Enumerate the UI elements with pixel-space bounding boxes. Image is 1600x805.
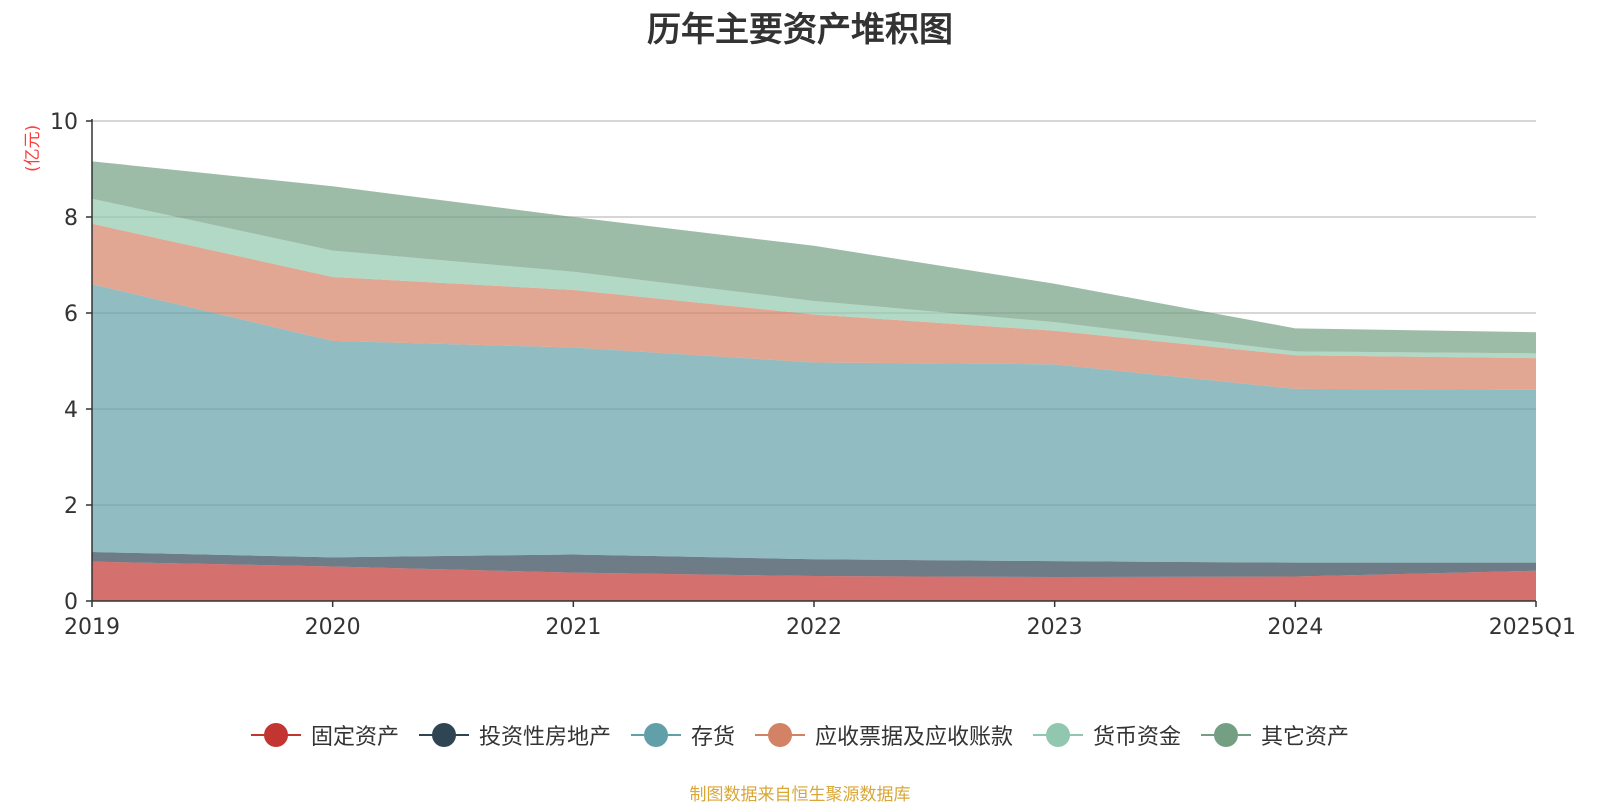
y-axis-unit-label: (亿元) xyxy=(23,124,43,172)
x-tick-label: 2019 xyxy=(64,615,120,640)
legend-item[interactable]: 其它资产 xyxy=(1201,719,1349,751)
y-tick-label: 0 xyxy=(64,590,78,615)
legend-swatch xyxy=(250,722,301,748)
area-layer xyxy=(92,161,1536,601)
x-tick-label: 2025Q1 xyxy=(1489,615,1576,640)
area-series-5 xyxy=(92,198,1536,359)
y-tick-label: 8 xyxy=(64,206,78,231)
legend-item[interactable]: 投资性房地产 xyxy=(418,719,611,751)
legend-swatch xyxy=(1201,722,1252,748)
area-series-1 xyxy=(92,561,1536,601)
legend-marker xyxy=(1214,723,1239,747)
area-series-6 xyxy=(92,161,1536,354)
legend-swatch xyxy=(755,722,805,748)
legend-label: 应收票据及应收账款 xyxy=(815,725,1014,750)
x-tick-label: 2023 xyxy=(1027,615,1083,640)
legend-marker xyxy=(1046,723,1071,747)
x-tick-label: 2024 xyxy=(1267,615,1323,640)
legend-label: 投资性房地产 xyxy=(478,725,611,750)
legend-item[interactable]: 存货 xyxy=(630,719,735,751)
area-series-3 xyxy=(92,284,1536,563)
legend-marker xyxy=(263,723,288,747)
y-tick-label: 2 xyxy=(64,494,78,519)
data-source-note: 制图数据来自恒生聚源数据库 xyxy=(689,785,911,805)
legend-swatch xyxy=(1033,722,1084,748)
legend-label: 货币资金 xyxy=(1093,725,1182,750)
legend-label: 固定资产 xyxy=(310,725,399,750)
axes: 0 2 4 6 8 10 2019 2020 2021 2022 2023 2024 2025Q1 xyxy=(50,110,1576,640)
y-tick-label: 6 xyxy=(64,302,78,327)
x-tick-label: 2020 xyxy=(305,615,361,640)
y-tick-label: 4 xyxy=(64,398,78,423)
chart-title: 历年主要资产堆积图 xyxy=(647,10,953,50)
x-tick-label: 2022 xyxy=(786,615,842,640)
legend-marker xyxy=(643,723,668,747)
legend-marker xyxy=(431,723,456,747)
legend-label: 存货 xyxy=(690,725,735,750)
legend: 固定资产 投资性房地产 存货 应收票据及应收账款 货币资金 其它资产 xyxy=(0,718,1600,752)
area-series-4 xyxy=(92,223,1536,390)
legend-label: 其它资产 xyxy=(1261,725,1350,750)
y-axis-unit: (亿元) xyxy=(18,122,44,172)
legend-swatch xyxy=(418,722,469,748)
y-tick-label: 10 xyxy=(50,110,78,135)
area-series-2 xyxy=(92,552,1536,577)
legend-item[interactable]: 固定资产 xyxy=(250,719,399,751)
legend-swatch xyxy=(630,722,681,748)
legend-item[interactable]: 货币资金 xyxy=(1033,719,1181,751)
legend-marker xyxy=(768,723,792,747)
legend-item[interactable]: 应收票据及应收账款 xyxy=(755,719,1013,751)
x-tick-label: 2021 xyxy=(545,615,601,640)
